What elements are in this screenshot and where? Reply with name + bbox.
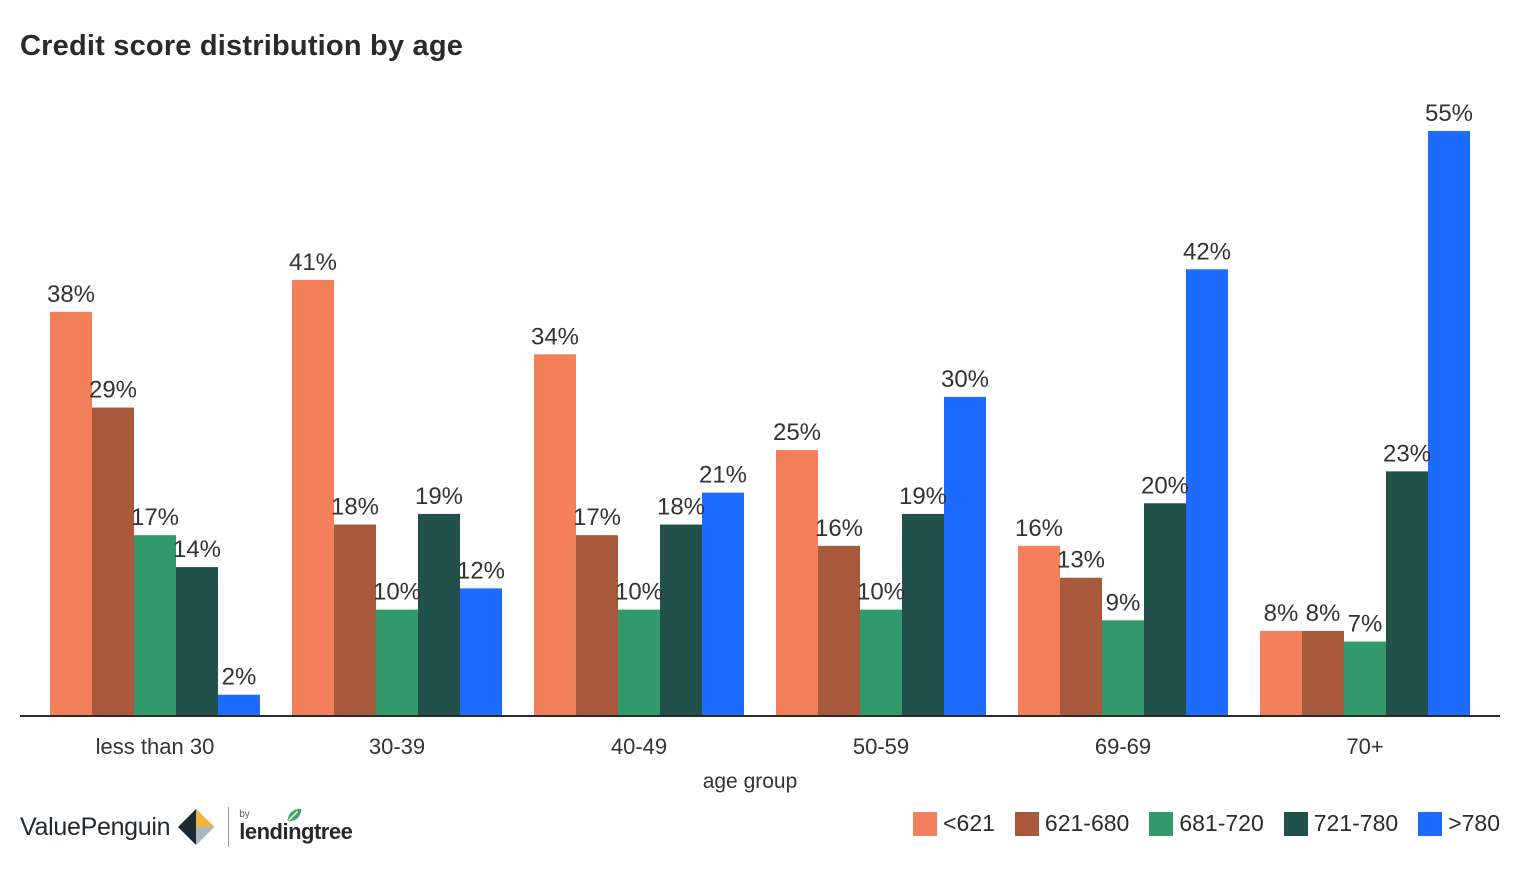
bar <box>860 609 902 716</box>
bar-data-label: 38% <box>47 281 95 308</box>
bar <box>534 354 576 716</box>
bar-data-label: 41% <box>289 249 337 276</box>
legend-swatch <box>913 811 938 836</box>
partner-brand: by lendingtree <box>239 808 353 844</box>
bar <box>92 407 134 716</box>
chart-legend: <621 621-680 681-720 721-780 >780 <box>893 810 1500 837</box>
bar-data-label: 55% <box>1425 100 1473 127</box>
bar-data-label: 17% <box>131 504 179 531</box>
legend-label: >780 <box>1448 810 1500 836</box>
bar-data-label: 19% <box>899 483 947 510</box>
bar <box>1302 630 1344 716</box>
legend-label: 621-680 <box>1044 810 1130 836</box>
brand-name: ValuePenguin <box>20 812 171 841</box>
bar-data-label: 2% <box>222 664 257 691</box>
bar-data-label: 17% <box>573 504 621 531</box>
bar <box>944 396 986 716</box>
bars-layer <box>50 131 1470 716</box>
data-labels-layer: 38% 29% 17% 14% 2% 41% 18% 10% 19% 12% 34% 17% 10% 18… <box>47 100 1473 691</box>
chart-title: Credit score distribution by age <box>20 30 464 62</box>
bar-data-label: 21% <box>699 462 747 489</box>
legend-item: >780 <box>1418 810 1500 837</box>
legend-item: 621-680 <box>1014 810 1130 837</box>
bar-data-label: 42% <box>1183 238 1231 265</box>
bar <box>418 513 460 716</box>
legend-label: 681-720 <box>1179 810 1264 836</box>
bar <box>702 492 744 716</box>
bar <box>1428 131 1470 716</box>
bar <box>460 588 502 716</box>
bar-data-label: 29% <box>89 377 137 404</box>
bar <box>618 609 660 716</box>
x-tick-label: 69-69 <box>1095 734 1151 759</box>
bar <box>376 609 418 716</box>
bar-data-label: 30% <box>941 366 989 393</box>
bar <box>292 279 334 716</box>
bar <box>576 535 618 716</box>
bar <box>660 524 702 716</box>
bar-data-label: 14% <box>173 536 221 563</box>
bar <box>1344 641 1386 716</box>
brand-divider <box>228 807 230 847</box>
bar-data-label: 12% <box>457 557 505 584</box>
x-tick-labels: less than 30 30-39 40-49 50-59 69-69 70+ <box>96 734 1384 759</box>
x-tick-label: 50-59 <box>853 734 909 759</box>
bar-data-label: 9% <box>1106 589 1141 616</box>
bar <box>218 694 260 716</box>
bar <box>1060 577 1102 716</box>
legend-label: 721-780 <box>1313 810 1399 836</box>
bar-data-label: 10% <box>373 579 421 606</box>
legend-swatch <box>1283 811 1308 836</box>
bar-data-label: 13% <box>1057 547 1105 574</box>
x-axis-title: age group <box>703 770 798 793</box>
bar <box>1144 503 1186 716</box>
bar <box>1102 620 1144 716</box>
bar <box>1186 269 1228 716</box>
bar <box>1260 630 1302 716</box>
bar-data-label: 25% <box>773 419 821 446</box>
x-tick-label: less than 30 <box>96 734 215 759</box>
bar <box>334 524 376 716</box>
legend-item: 681-720 <box>1149 810 1264 837</box>
brand-by-text: by <box>239 809 250 820</box>
legend-label: <621 <box>943 810 995 836</box>
bar-data-label: 7% <box>1348 611 1383 638</box>
bar-data-label: 18% <box>331 494 379 521</box>
bar <box>902 513 944 716</box>
x-tick-label: 30-39 <box>369 734 425 759</box>
bar-data-label: 34% <box>531 323 579 350</box>
x-tick-label: 40-49 <box>611 734 667 759</box>
bar <box>818 545 860 716</box>
bar-data-label: 20% <box>1141 472 1189 499</box>
brand-footer: ValuePenguin by lendingtree <box>20 802 353 852</box>
legend-swatch <box>1149 811 1174 836</box>
partner-name: lendingtree <box>239 819 353 844</box>
bar-data-label: 10% <box>615 579 663 606</box>
legend-item: <621 <box>913 810 995 837</box>
bar-data-label: 8% <box>1306 600 1341 627</box>
bar-chart: 38% 29% 17% 14% 2% 41% 18% 10% 19% 12% 34% 17% 10% 18… <box>20 100 1500 793</box>
bar <box>1386 471 1428 716</box>
bar <box>176 567 218 716</box>
bar-data-label: 16% <box>815 515 863 542</box>
bar <box>50 311 92 716</box>
x-tick-label: 70+ <box>1346 734 1383 759</box>
legend-item: 721-780 <box>1283 810 1399 837</box>
bar-data-label: 10% <box>857 579 905 606</box>
bar-data-label: 23% <box>1383 440 1431 467</box>
bar-data-label: 18% <box>657 494 705 521</box>
bar-data-label: 19% <box>415 483 463 510</box>
leaf-icon <box>287 808 302 822</box>
bar-data-label: 16% <box>1015 515 1063 542</box>
legend-swatch <box>1014 811 1039 836</box>
bar <box>776 450 818 716</box>
valuepenguin-logo-icon <box>178 809 215 845</box>
legend-swatch <box>1418 811 1443 836</box>
bar-data-label: 8% <box>1264 600 1299 627</box>
bar <box>1018 545 1060 716</box>
bar <box>134 535 176 716</box>
